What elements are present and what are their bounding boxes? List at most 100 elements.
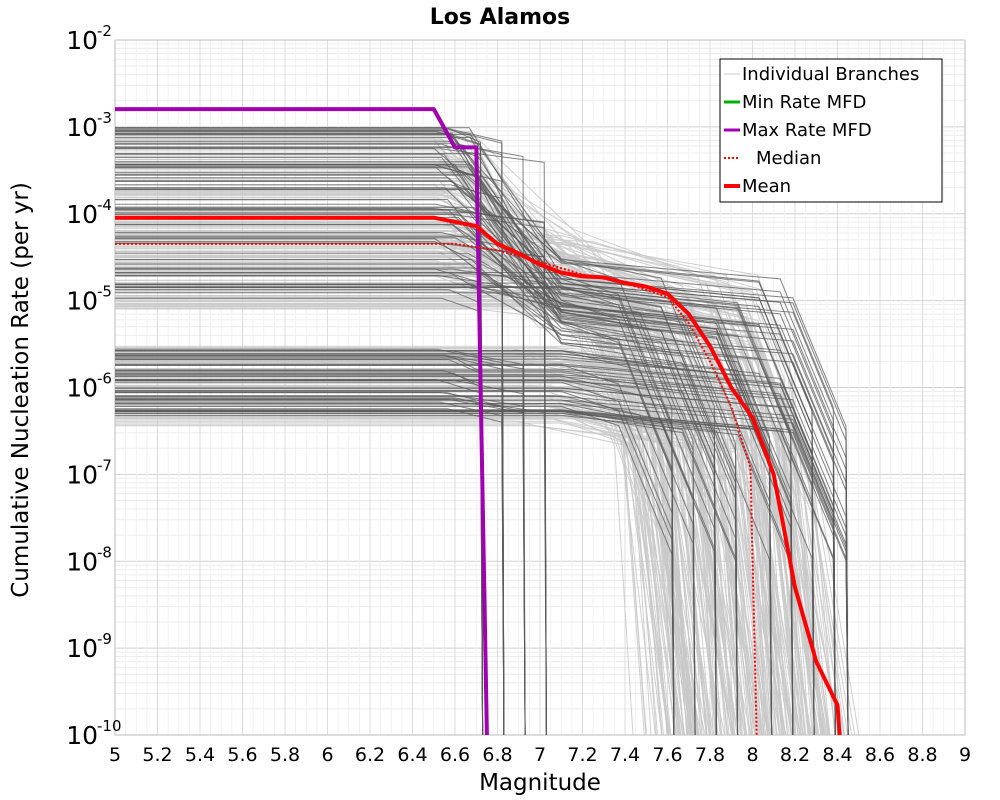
x-tick-label: 5.8 xyxy=(270,744,300,766)
branch-curve xyxy=(115,420,747,736)
branch-curve-dense xyxy=(115,267,849,736)
branch-curve xyxy=(115,422,747,736)
branch-curve xyxy=(115,245,679,736)
y-tick-label: 10 -4 xyxy=(66,196,112,229)
x-tick-label: 6.8 xyxy=(482,744,512,766)
x-tick-label: 5.4 xyxy=(185,744,215,766)
x-tick-label: 5 xyxy=(109,744,121,766)
summary-series xyxy=(115,107,842,736)
branch-curve-dense xyxy=(115,392,526,736)
x-tick-label: 9 xyxy=(959,744,971,766)
x-tick-label: 7 xyxy=(534,744,546,766)
branch-curve-dense xyxy=(115,414,794,736)
branch-curve-dense xyxy=(115,387,849,736)
branch-curve-dense xyxy=(115,355,505,736)
y-tick-labels: 10-210-310-410-510-610-710-810-910-10 xyxy=(66,22,121,750)
branch-curve-dense xyxy=(115,408,505,736)
y-axis-title: Cumulative Nucleation Rate (per yr) xyxy=(8,182,34,598)
y-tick-base: 10 xyxy=(66,460,98,489)
branch-curve xyxy=(115,389,845,736)
y-tick-label: 10 -6 xyxy=(66,370,112,403)
x-tick-label: 7.6 xyxy=(652,744,682,766)
branch-curve-dense xyxy=(115,405,675,736)
legend-label: Mean xyxy=(742,176,791,197)
x-tick-label: 6.2 xyxy=(355,744,385,766)
y-tick-label: 10 -2 xyxy=(66,22,112,55)
branch-curve xyxy=(115,294,824,736)
x-tick-label: 7.8 xyxy=(695,744,725,766)
y-tick-label: 10 -9 xyxy=(66,630,112,663)
branch-curve xyxy=(115,418,763,736)
branch-curve xyxy=(115,220,669,736)
branch-curve xyxy=(115,378,681,736)
branch-curve-dense xyxy=(115,208,547,736)
branch-curve-dense xyxy=(115,132,739,736)
legend: Individual Branches Min Rate MFD Max Rate … xyxy=(719,58,943,203)
x-tick-label: 8.4 xyxy=(822,744,852,766)
y-tick-exponent: -5 xyxy=(97,283,112,301)
branch-curve xyxy=(115,416,706,736)
branch-curve-dense xyxy=(115,399,717,736)
branch-curve-dense xyxy=(115,263,675,736)
branch-curve xyxy=(115,287,718,736)
y-tick-label: 10 -5 xyxy=(66,283,112,316)
y-tick-exponent: -2 xyxy=(97,22,112,40)
branch-curve-dense xyxy=(115,364,675,736)
x-tick-label: 6.4 xyxy=(397,744,427,766)
branch-curve-dense xyxy=(115,398,526,736)
legend-label: Individual Branches xyxy=(742,64,919,85)
branch-curve-dense xyxy=(115,401,505,736)
y-tick-base: 10 xyxy=(66,547,98,576)
legend-label: Median xyxy=(756,148,821,169)
median-line xyxy=(115,242,758,736)
branch-curve-dense xyxy=(115,164,484,736)
x-tick-label: 6.6 xyxy=(440,744,470,766)
y-tick-exponent: -9 xyxy=(97,630,112,648)
branch-curve-dense xyxy=(115,133,815,736)
branch-curve-dense xyxy=(115,370,794,736)
y-tick-base: 10 xyxy=(66,721,98,750)
x-tick-label: 8 xyxy=(746,744,758,766)
y-tick-base: 10 xyxy=(66,634,98,663)
y-tick-label: 10 -3 xyxy=(66,109,112,142)
branch-curve xyxy=(115,420,693,736)
x-tick-label: 5.6 xyxy=(227,744,257,766)
y-tick-base: 10 xyxy=(66,26,98,55)
branch-curve xyxy=(115,275,656,736)
branch-curve xyxy=(115,416,696,736)
legend-box xyxy=(719,58,943,203)
branch-curve-dense xyxy=(115,268,484,736)
branch-curve xyxy=(115,417,692,736)
x-tick-label: 8.6 xyxy=(865,744,895,766)
x-tick-label: 5.2 xyxy=(142,744,172,766)
max-rate-mfd-line xyxy=(115,107,489,736)
y-tick-exponent: -10 xyxy=(97,717,122,735)
branch-curve-dense xyxy=(115,275,526,736)
branch-curve-dense xyxy=(115,381,675,736)
y-tick-exponent: -3 xyxy=(97,109,112,127)
x-tick-label: 6 xyxy=(321,744,333,766)
branch-curve xyxy=(115,155,766,736)
branch-curve-dense xyxy=(115,357,484,736)
legend-label: Max Rate MFD xyxy=(742,120,872,141)
branch-curve-dense xyxy=(115,147,836,736)
branch-curve-dense xyxy=(115,166,849,736)
y-tick-exponent: -7 xyxy=(97,456,112,474)
chart-title: Los Alamos xyxy=(430,5,570,30)
branch-curve-dense xyxy=(115,136,773,736)
branch-curve-dense xyxy=(115,272,675,736)
branch-curve xyxy=(115,163,742,736)
individual-branches xyxy=(115,127,860,736)
y-tick-label: 10 -10 xyxy=(66,717,121,750)
y-tick-label: 10 -8 xyxy=(66,543,112,576)
x-tick-label: 8.2 xyxy=(780,744,810,766)
branch-curve-dense xyxy=(115,392,505,736)
branch-curve xyxy=(115,156,765,736)
y-tick-base: 10 xyxy=(66,113,98,142)
legend-label: Min Rate MFD xyxy=(742,92,866,113)
x-tick-labels: 5 5.2 5.4 5.6 5.8 6 6.2 6.4 6.6 6.8 7 7.2 7.4 7.6 7.8 8… xyxy=(109,744,971,766)
branch-curve xyxy=(115,304,793,736)
y-tick-base: 10 xyxy=(66,200,98,229)
x-tick-label: 7.4 xyxy=(610,744,640,766)
